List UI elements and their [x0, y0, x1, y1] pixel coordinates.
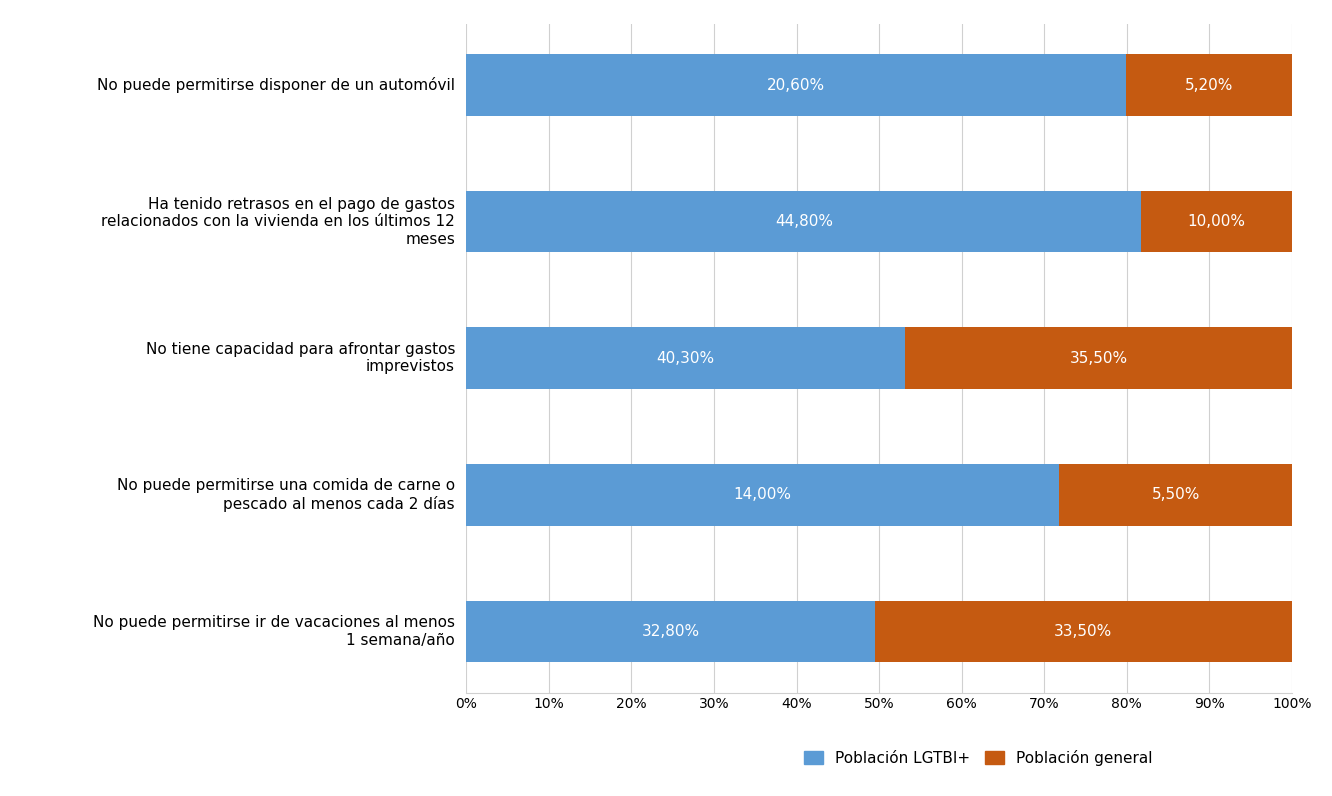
Bar: [875, 601, 1292, 662]
Bar: [1059, 464, 1292, 525]
Bar: [466, 191, 1142, 252]
Text: 32,80%: 32,80%: [642, 624, 699, 639]
Bar: [466, 601, 875, 662]
Bar: [466, 54, 1126, 115]
Bar: [1142, 191, 1292, 252]
Text: 33,50%: 33,50%: [1054, 624, 1112, 639]
Text: 5,50%: 5,50%: [1151, 487, 1200, 502]
Text: 5,20%: 5,20%: [1184, 77, 1233, 92]
Bar: [1126, 54, 1292, 115]
Bar: [466, 327, 906, 389]
Text: 40,30%: 40,30%: [657, 351, 715, 365]
Text: 14,00%: 14,00%: [734, 487, 791, 502]
Bar: [906, 327, 1292, 389]
Text: 20,60%: 20,60%: [767, 77, 825, 92]
Bar: [466, 464, 1059, 525]
Legend: Población LGTBI+, Población general: Población LGTBI+, Población general: [798, 743, 1159, 772]
Text: 35,50%: 35,50%: [1070, 351, 1128, 365]
Text: 10,00%: 10,00%: [1188, 214, 1245, 229]
Text: 44,80%: 44,80%: [775, 214, 832, 229]
